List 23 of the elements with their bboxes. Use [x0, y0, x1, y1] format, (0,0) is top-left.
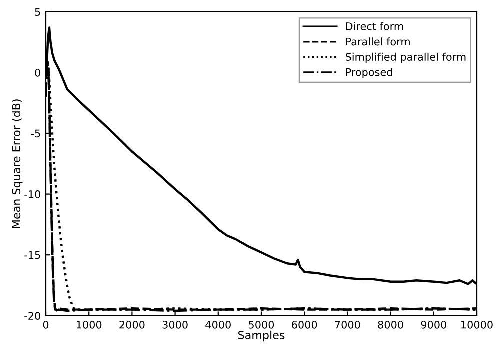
y-tick-label: -5	[31, 130, 40, 138]
x-tick-label: 8000	[378, 320, 404, 329]
legend-label: Proposed	[346, 68, 392, 78]
legend-label: Simplified parallel form	[346, 52, 466, 64]
x-tick-label: 9000	[421, 320, 446, 329]
x-tick-label: 1000	[76, 320, 102, 329]
y-tick-label: -10	[24, 190, 40, 198]
x-tick-label: 5000	[249, 320, 274, 329]
x-axis-title: Samples	[238, 330, 285, 342]
x-tick-label: 4000	[206, 320, 231, 329]
x-tick-label: 3000	[162, 320, 188, 329]
y-axis-title: Mean Square Error (dB)	[12, 100, 23, 228]
x-tick-label: 0	[43, 320, 49, 329]
x-tick-label: 6000	[292, 320, 318, 329]
x-tick-label: 2000	[120, 320, 145, 329]
legend-label: Parallel form	[346, 38, 410, 46]
y-tick-label: 0	[35, 68, 40, 77]
x-tick-label: 7000	[335, 320, 360, 329]
y-tick-label: -15	[24, 251, 40, 260]
y-tick-label: -20	[24, 312, 40, 320]
y-tick-label: 5	[35, 8, 40, 16]
x-tick-label: 10000	[462, 320, 493, 329]
legend-label: Direct form	[346, 22, 404, 30]
